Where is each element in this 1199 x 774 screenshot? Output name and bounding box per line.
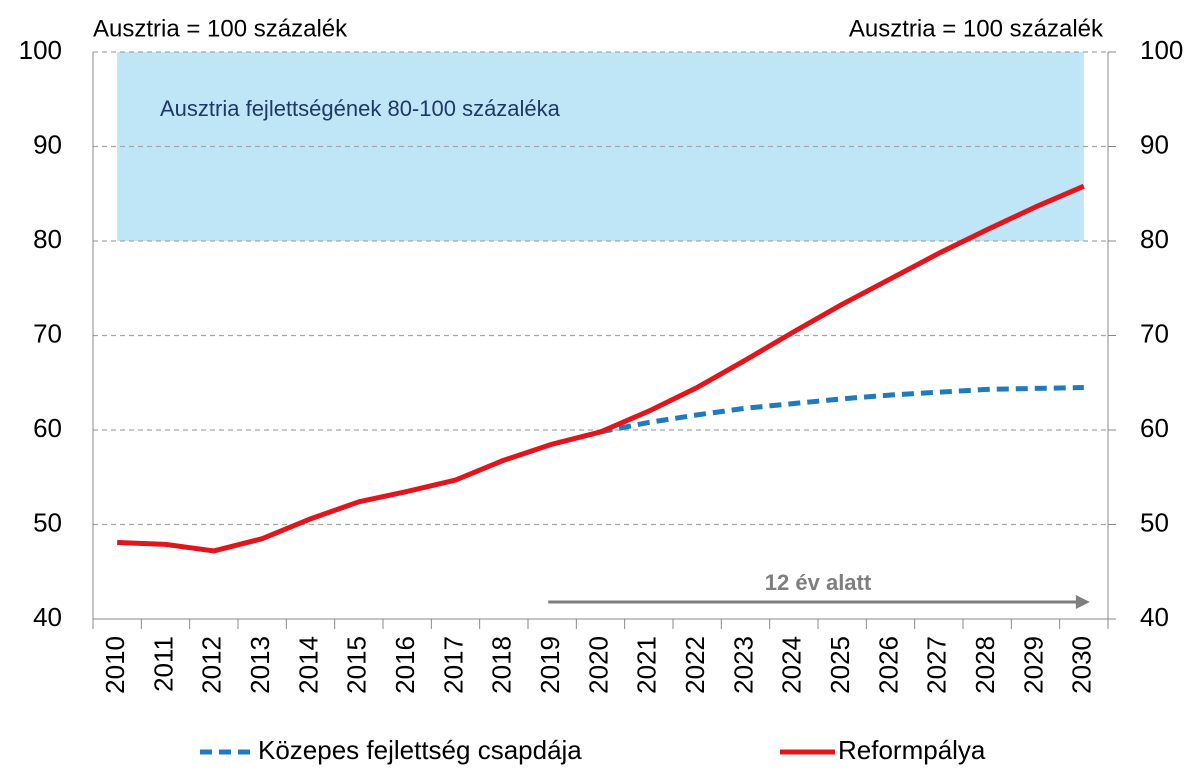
x-tick-label: 2011: [148, 636, 178, 692]
y2-tick-label: 40: [1140, 602, 1169, 632]
x-tick-label: 2014: [293, 636, 323, 694]
x-tick-label: 2025: [825, 636, 855, 694]
legend-label: Közepes fejlettség csapdája: [258, 735, 582, 765]
legend-label: Reformpálya: [838, 735, 986, 765]
x-tick-label: 2023: [728, 636, 758, 694]
y2-tick-label: 90: [1140, 129, 1169, 159]
y-tick-label: 40: [33, 602, 62, 632]
x-tick-label: 2021: [632, 636, 662, 694]
arrow-label: 12 év alatt: [765, 570, 872, 595]
y2-axis-label: Ausztria = 100 százalék: [849, 15, 1104, 42]
x-tick-label: 2022: [680, 636, 710, 694]
y2-tick-label: 70: [1140, 318, 1169, 348]
y-tick-label: 60: [33, 413, 62, 443]
x-tick-label: 2028: [970, 636, 1000, 694]
band-label: Ausztria fejlettségének 80-100 százaléka: [160, 96, 561, 121]
y2-tick-label: 100: [1140, 35, 1183, 65]
y2-tick-label: 50: [1140, 507, 1169, 537]
x-tick-label: 2018: [487, 636, 517, 694]
y2-tick-label: 80: [1140, 224, 1169, 254]
y-tick-label: 90: [33, 129, 62, 159]
x-tick-label: 2020: [583, 636, 613, 694]
x-tick-label: 2030: [1067, 636, 1097, 694]
x-tick-label: 2013: [245, 636, 275, 694]
y2-tick-label: 60: [1140, 413, 1169, 443]
x-tick-label: 2029: [1018, 636, 1048, 694]
x-tick-label: 2010: [100, 636, 130, 694]
x-tick-label: 2027: [922, 636, 952, 694]
x-tick-label: 2024: [777, 636, 807, 694]
y-axis-label: Ausztria = 100 százalék: [93, 15, 348, 42]
x-tick-label: 2012: [197, 636, 227, 694]
x-tick-label: 2019: [535, 636, 565, 694]
series-line: [600, 384, 1084, 435]
y-tick-label: 100: [19, 35, 62, 65]
y-tick-label: 50: [33, 507, 62, 537]
x-tick-label: 2026: [873, 636, 903, 694]
arrow-head: [1075, 595, 1090, 609]
x-tick-label: 2017: [438, 636, 468, 694]
x-tick-label: 2016: [390, 636, 420, 694]
series-line: [117, 183, 1085, 554]
y-tick-label: 80: [33, 224, 62, 254]
x-tick-label: 2015: [342, 636, 372, 694]
y-tick-label: 70: [33, 318, 62, 348]
